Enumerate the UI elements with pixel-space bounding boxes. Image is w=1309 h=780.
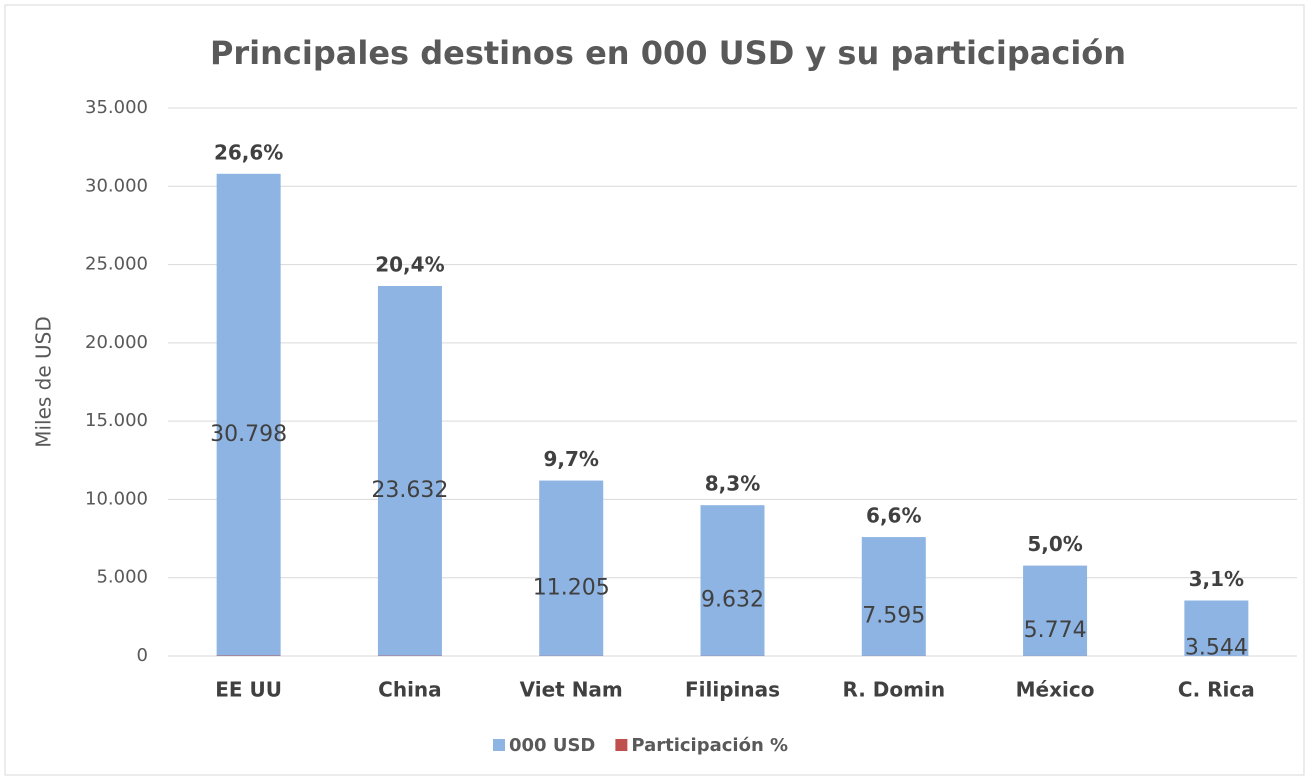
percent-label: 3,1% bbox=[1189, 567, 1244, 591]
x-tick-label: Filipinas bbox=[685, 678, 780, 702]
value-label: 3.544 bbox=[1185, 635, 1248, 660]
x-tick-label: Viet Nam bbox=[520, 678, 623, 702]
y-tick-label: 25.000 bbox=[85, 254, 148, 275]
value-label: 7.595 bbox=[862, 604, 925, 629]
y-tick-label: 20.000 bbox=[85, 332, 148, 353]
value-label: 5.774 bbox=[1024, 618, 1087, 643]
percent-label: 8,3% bbox=[705, 472, 760, 496]
chart-frame bbox=[4, 4, 1305, 776]
bar bbox=[539, 480, 604, 656]
y-tick-label: 5.000 bbox=[96, 567, 148, 588]
bar bbox=[216, 173, 281, 656]
y-tick-label: 0 bbox=[137, 645, 148, 666]
value-label: 9.632 bbox=[701, 588, 764, 613]
x-tick-label: EE UU bbox=[215, 678, 282, 702]
bar bbox=[700, 505, 765, 656]
x-tick-label: México bbox=[1016, 678, 1095, 702]
x-tick-label: R. Domin bbox=[842, 678, 945, 702]
percent-label: 6,6% bbox=[866, 504, 921, 528]
y-tick-label: 15.000 bbox=[85, 410, 148, 431]
y-tick-label: 30.000 bbox=[85, 175, 148, 196]
value-label: 30.798 bbox=[210, 422, 287, 447]
bar bbox=[1023, 565, 1088, 656]
y-tick-label: 35.000 bbox=[85, 97, 148, 118]
y-tick-label: 10.000 bbox=[85, 488, 148, 509]
legend-label: 000 USD bbox=[509, 735, 595, 756]
x-tick-label: C. Rica bbox=[1178, 678, 1255, 702]
legend-swatch bbox=[493, 739, 505, 751]
value-label: 11.205 bbox=[533, 575, 610, 600]
bar bbox=[1184, 600, 1249, 656]
legend-swatch bbox=[615, 739, 628, 751]
percent-label: 20,4% bbox=[375, 252, 444, 276]
percent-label: 9,7% bbox=[543, 447, 598, 471]
value-label: 23.632 bbox=[371, 478, 448, 503]
legend-label: Participación % bbox=[631, 735, 788, 756]
chart-title: Principales destinos en 000 USD y su par… bbox=[210, 34, 1126, 72]
bar bbox=[377, 285, 442, 656]
bar bbox=[861, 537, 926, 656]
percent-label: 26,6% bbox=[214, 140, 283, 164]
y-axis-label: Miles de USD bbox=[32, 316, 56, 448]
percent-label: 5,0% bbox=[1027, 532, 1082, 556]
x-tick-label: China bbox=[378, 678, 442, 702]
